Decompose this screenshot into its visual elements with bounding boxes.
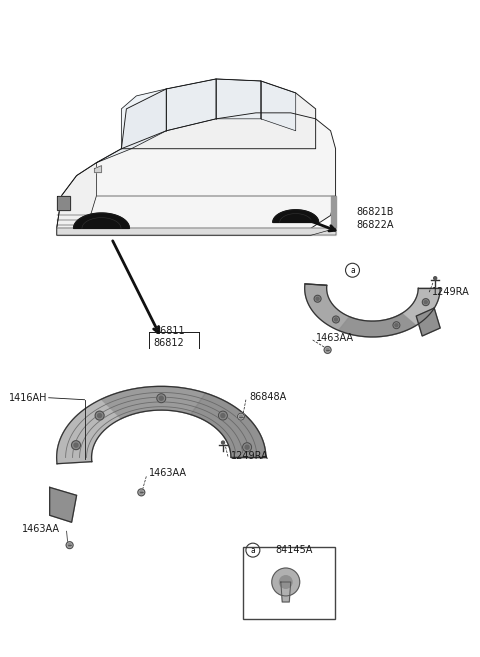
Text: 86821B
86822A: 86821B 86822A [357, 207, 394, 230]
Circle shape [159, 396, 163, 400]
Circle shape [335, 318, 337, 321]
Polygon shape [191, 393, 266, 457]
Circle shape [272, 568, 300, 596]
Circle shape [218, 411, 228, 420]
Circle shape [240, 415, 242, 418]
Text: 84145A: 84145A [276, 545, 313, 555]
Circle shape [395, 324, 398, 327]
Circle shape [238, 413, 244, 420]
Circle shape [316, 297, 319, 300]
Polygon shape [96, 89, 166, 163]
Polygon shape [331, 196, 336, 229]
Text: 1249RA: 1249RA [432, 287, 470, 297]
Polygon shape [273, 210, 319, 223]
Circle shape [138, 489, 145, 496]
Circle shape [314, 295, 321, 302]
Circle shape [95, 411, 104, 420]
Polygon shape [57, 229, 336, 235]
Polygon shape [73, 213, 130, 229]
Circle shape [326, 348, 329, 351]
Text: 1463AA: 1463AA [316, 333, 354, 343]
Polygon shape [416, 308, 440, 336]
Polygon shape [57, 163, 96, 229]
Text: 86848A: 86848A [249, 392, 286, 401]
Text: 1463AA: 1463AA [22, 524, 60, 534]
FancyBboxPatch shape [243, 547, 335, 619]
Polygon shape [57, 399, 121, 464]
Circle shape [424, 301, 427, 304]
Polygon shape [50, 487, 77, 522]
Polygon shape [57, 386, 266, 464]
Text: 1463AA: 1463AA [149, 468, 187, 478]
Circle shape [245, 445, 249, 449]
Polygon shape [338, 313, 416, 337]
Circle shape [97, 414, 102, 418]
Circle shape [74, 443, 78, 447]
Polygon shape [281, 582, 291, 602]
Circle shape [324, 346, 331, 353]
Circle shape [422, 299, 429, 306]
Polygon shape [101, 386, 205, 419]
Polygon shape [121, 79, 316, 148]
Circle shape [66, 541, 73, 549]
Circle shape [393, 322, 400, 328]
Circle shape [221, 414, 225, 418]
Polygon shape [305, 284, 440, 337]
Polygon shape [402, 288, 440, 325]
Circle shape [242, 443, 252, 451]
Polygon shape [216, 79, 261, 119]
Polygon shape [166, 79, 216, 131]
Polygon shape [57, 113, 336, 229]
Polygon shape [261, 81, 296, 131]
Polygon shape [57, 229, 336, 235]
Text: a: a [350, 265, 355, 275]
Text: 1249RA: 1249RA [231, 451, 269, 461]
Text: 86811
86812: 86811 86812 [154, 326, 185, 348]
Circle shape [140, 491, 143, 494]
Circle shape [279, 576, 292, 588]
Circle shape [333, 316, 339, 323]
Circle shape [68, 544, 71, 547]
Text: 1416AH: 1416AH [9, 393, 48, 403]
Circle shape [72, 441, 81, 449]
Circle shape [157, 394, 166, 403]
Circle shape [221, 441, 225, 444]
Text: a: a [251, 545, 255, 555]
Polygon shape [57, 196, 70, 210]
Circle shape [434, 277, 437, 280]
Polygon shape [95, 166, 101, 173]
